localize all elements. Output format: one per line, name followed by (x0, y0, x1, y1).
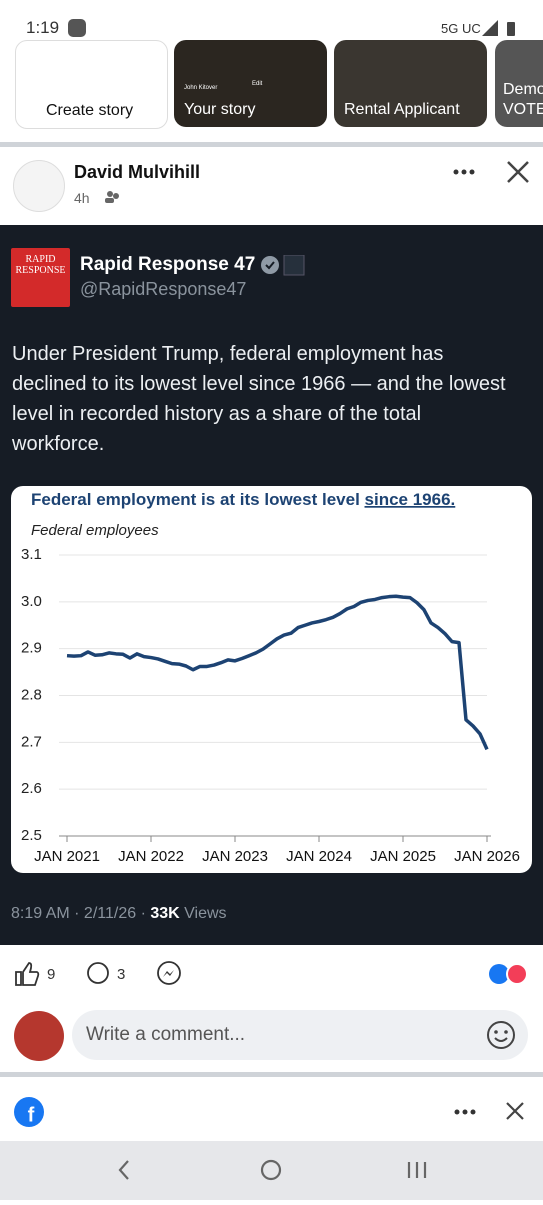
divider (0, 1072, 543, 1077)
y-axis-label: Federal employees (31, 522, 159, 539)
comment-count: 3 (117, 966, 126, 983)
story-rental[interactable]: Rental Applicant (334, 40, 487, 127)
author-avatar[interactable] (13, 160, 65, 212)
audience-icon (105, 191, 119, 203)
reaction-icons (489, 963, 528, 985)
tweet-handle: @RapidResponse47 (80, 279, 247, 299)
bottom-bar: f (14, 1097, 524, 1127)
share-icon[interactable] (157, 961, 181, 985)
status-network: 5G UC (441, 21, 481, 36)
tweet-name: Rapid Response 47 (80, 254, 256, 275)
nav-bar (0, 1141, 543, 1200)
status-time: 1:19 (26, 18, 60, 37)
tweet-timestamp: 8:19 AM · 2/11/26 · (11, 905, 151, 922)
chart: Federal employment is at its lowest leve… (21, 490, 520, 865)
story-yours[interactable]: John Kitover Edit Your story (174, 40, 327, 127)
story-owner: John Kitover (184, 85, 218, 91)
like-icon[interactable] (15, 962, 40, 986)
story-label: Demo (503, 81, 543, 98)
user-avatar (14, 1011, 64, 1061)
x-tick-label: JAN 2022 (118, 848, 184, 865)
y-tick-label: 2.8 (21, 686, 42, 703)
logo-text: RESPONSE (15, 265, 66, 276)
story-edit: Edit (252, 81, 263, 87)
y-tick-label: 3.0 (21, 593, 42, 610)
chart-card: Federal employment is at its lowest leve… (11, 486, 532, 873)
chart-title-text: Federal employment is at its lowest leve… (31, 490, 365, 509)
y-tick-label: 2.9 (21, 640, 42, 657)
status-icons (482, 20, 515, 36)
comment-box[interactable]: Write a comment... (72, 1010, 528, 1060)
tweet-meta: 8:19 AM · 2/11/26 · 33K Views (11, 905, 227, 923)
chart-title: Federal employment is at its lowest leve… (31, 490, 455, 509)
story-label: Your story (184, 101, 256, 118)
logo-glyph: f (28, 1104, 35, 1126)
nav-back[interactable] (118, 1160, 129, 1180)
nav-icons (118, 1159, 427, 1181)
divider (0, 142, 543, 147)
post-menu[interactable] (450, 160, 530, 184)
story-demo[interactable]: Demo VOTE (495, 40, 543, 127)
x-tick-label: JAN 2021 (34, 848, 100, 865)
chart-title-link[interactable]: since 1966. (365, 490, 456, 509)
x-tick-label: JAN 2023 (202, 848, 268, 865)
logo-text: RAPID (25, 254, 56, 265)
story-create[interactable]: Create story (15, 40, 168, 129)
notification-icon (68, 19, 86, 37)
status-bar: 1:19 5G UC (0, 0, 543, 40)
action-icons (15, 961, 181, 986)
story-label: VOTE (503, 101, 543, 118)
story-label: Create story (46, 102, 134, 119)
y-tick-label: 3.1 (21, 546, 42, 563)
emoji-icon[interactable] (486, 1020, 516, 1050)
comment-placeholder: Write a comment... (86, 1024, 246, 1045)
author-name[interactable]: David Mulvihill (74, 162, 201, 182)
y-tick-label: 2.7 (21, 733, 42, 750)
y-tick-label: 2.5 (21, 827, 42, 844)
facebook-logo[interactable] (14, 1097, 44, 1127)
x-tick-label: JAN 2024 (286, 848, 352, 865)
tweet-logo: RAPID RESPONSE (11, 248, 70, 307)
nav-recents[interactable] (407, 1162, 427, 1178)
like-count: 9 (47, 966, 56, 983)
x-tick-label: JAN 2026 (454, 848, 520, 865)
y-tick-label: 2.6 (21, 780, 42, 797)
nav-home[interactable] (260, 1159, 282, 1181)
tweet-card: RAPID RESPONSE Rapid Response 47 @RapidR… (0, 225, 543, 945)
x-tick-label: JAN 2025 (370, 848, 436, 865)
views-count: 33K (150, 905, 180, 922)
verified-badges (261, 255, 305, 276)
post-time: 4h (74, 190, 90, 206)
views-label: Views (179, 905, 227, 922)
tweet-text: Under President Trump, federal employmen… (12, 343, 506, 455)
story-label: Rental Applicant (344, 101, 460, 118)
data-line (66, 594, 489, 751)
comment-icon[interactable] (87, 962, 109, 984)
